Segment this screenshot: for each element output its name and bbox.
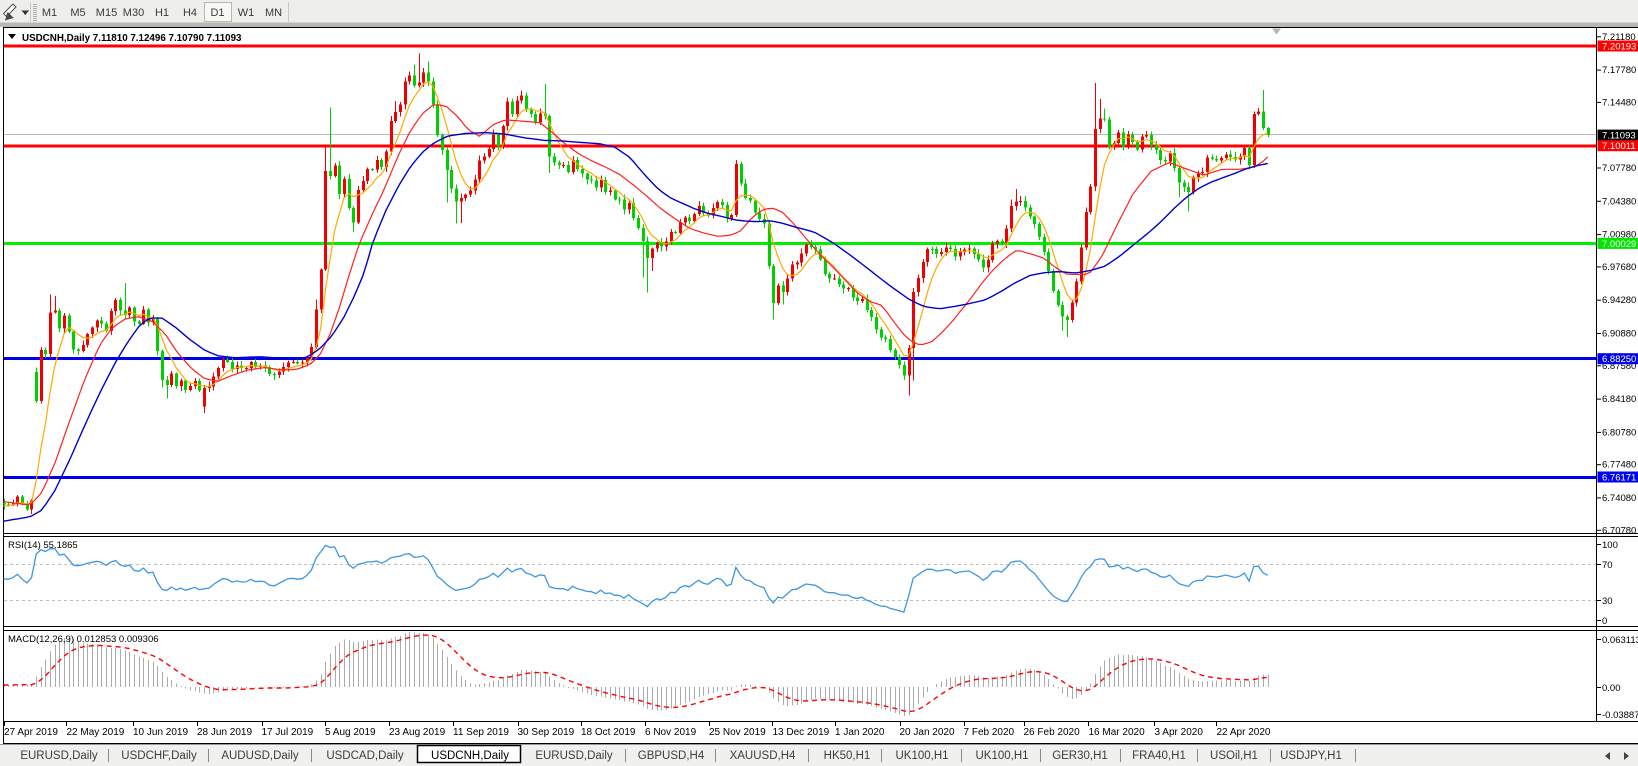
svg-text:11 Sep 2019: 11 Sep 2019 [453, 727, 509, 738]
svg-text:USDCHF,Daily: USDCHF,Daily [121, 750, 197, 762]
svg-text:20 Jan 2020: 20 Jan 2020 [900, 727, 955, 738]
svg-text:USDCNH,Daily: USDCNH,Daily [431, 750, 509, 762]
svg-text:7.17780: 7.17780 [1602, 65, 1636, 76]
svg-text:30: 30 [1602, 596, 1613, 607]
svg-text:28 Jun 2019: 28 Jun 2019 [197, 727, 252, 738]
svg-text:M30: M30 [123, 7, 144, 19]
svg-text:AUDUSD,Daily: AUDUSD,Daily [221, 750, 299, 762]
svg-text:6.70780: 6.70780 [1602, 525, 1636, 536]
svg-text:6.80780: 6.80780 [1602, 427, 1636, 438]
svg-text:6.84180: 6.84180 [1602, 394, 1636, 405]
svg-text:M5: M5 [70, 7, 85, 19]
svg-text:7.14480: 7.14480 [1602, 97, 1636, 108]
svg-text:1 Jan 2020: 1 Jan 2020 [835, 727, 885, 738]
svg-text:6.97680: 6.97680 [1602, 262, 1636, 273]
svg-text:7.00980: 7.00980 [1602, 230, 1636, 241]
svg-text:6.76171: 6.76171 [1602, 473, 1636, 484]
svg-text:6.87580: 6.87580 [1602, 361, 1636, 372]
svg-text:M15: M15 [96, 7, 117, 19]
svg-text:13 Dec 2019: 13 Dec 2019 [773, 727, 830, 738]
svg-text:UK100,H1: UK100,H1 [975, 750, 1028, 762]
svg-text:H4: H4 [183, 7, 197, 19]
svg-text:HK50,H1: HK50,H1 [824, 750, 871, 762]
svg-text:16 Mar 2020: 16 Mar 2020 [1089, 727, 1146, 738]
svg-text:10 Jun 2019: 10 Jun 2019 [133, 727, 188, 738]
svg-text:USDCNH,Daily 7.11810 7.12496: USDCNH,Daily 7.11810 7.12496 7.10790 7.1… [22, 33, 242, 44]
svg-text:7.04380: 7.04380 [1602, 196, 1636, 207]
svg-text:7.11093: 7.11093 [1602, 131, 1636, 142]
svg-text:5 Aug 2019: 5 Aug 2019 [325, 727, 376, 738]
svg-text:EURUSD,Daily: EURUSD,Daily [20, 750, 98, 762]
svg-text:7.07780: 7.07780 [1602, 163, 1636, 174]
svg-text:D1: D1 [210, 7, 224, 19]
svg-text:USOil,H1: USOil,H1 [1210, 750, 1258, 762]
svg-text:3 Apr 2020: 3 Apr 2020 [1155, 727, 1204, 738]
svg-text:22 May 2019: 22 May 2019 [67, 727, 125, 738]
svg-text:GER30,H1: GER30,H1 [1052, 750, 1108, 762]
svg-text:H1: H1 [155, 7, 169, 19]
svg-text:6.74080: 6.74080 [1602, 493, 1636, 504]
svg-text:XAUUSD,H4: XAUUSD,H4 [730, 750, 796, 762]
svg-text:USDCAD,Daily: USDCAD,Daily [326, 750, 404, 762]
svg-text:W1: W1 [238, 7, 255, 19]
svg-text:26 Feb 2020: 26 Feb 2020 [1024, 727, 1081, 738]
svg-text:100: 100 [1602, 540, 1618, 551]
svg-text:27 Apr 2019: 27 Apr 2019 [4, 727, 58, 738]
svg-text:FRA40,H1: FRA40,H1 [1132, 750, 1186, 762]
svg-text:7.20193: 7.20193 [1602, 42, 1636, 53]
svg-text:0: 0 [1602, 616, 1607, 627]
svg-text:6 Nov 2019: 6 Nov 2019 [645, 727, 697, 738]
svg-text:UK100,H1: UK100,H1 [895, 750, 948, 762]
svg-text:18 Oct 2019: 18 Oct 2019 [581, 727, 636, 738]
svg-text:RSI(14) 55.1865: RSI(14) 55.1865 [8, 540, 78, 551]
svg-text:25 Nov 2019: 25 Nov 2019 [709, 727, 766, 738]
svg-text:7.00029: 7.00029 [1602, 239, 1636, 250]
svg-text:GBPUSD,H4: GBPUSD,H4 [638, 750, 705, 762]
svg-text:6.90880: 6.90880 [1602, 329, 1636, 340]
svg-text:23 Aug 2019: 23 Aug 2019 [389, 727, 446, 738]
svg-text:17 Jul 2019: 17 Jul 2019 [262, 727, 314, 738]
svg-text:EURUSD,Daily: EURUSD,Daily [535, 750, 613, 762]
svg-text:6.94280: 6.94280 [1602, 295, 1636, 306]
svg-text:7 Feb 2020: 7 Feb 2020 [964, 727, 1015, 738]
svg-text:USDJPY,H1: USDJPY,H1 [1280, 750, 1342, 762]
svg-text:22 Apr 2020: 22 Apr 2020 [1217, 727, 1271, 738]
svg-text:6.77480: 6.77480 [1602, 460, 1636, 471]
svg-text:0.00: 0.00 [1602, 683, 1621, 694]
svg-text:70: 70 [1602, 560, 1613, 571]
svg-text:30 Sep 2019: 30 Sep 2019 [518, 727, 575, 738]
svg-text:0.063113: 0.063113 [1602, 635, 1638, 646]
svg-text:7.21180: 7.21180 [1602, 32, 1636, 43]
svg-text:6.88250: 6.88250 [1602, 354, 1636, 365]
svg-text:M1: M1 [42, 7, 57, 19]
svg-text:MN: MN [265, 7, 282, 19]
svg-text:7.10011: 7.10011 [1602, 141, 1636, 152]
svg-text:MACD(12,26,9) 0.012853 0.00930: MACD(12,26,9) 0.012853 0.009306 [8, 634, 159, 645]
